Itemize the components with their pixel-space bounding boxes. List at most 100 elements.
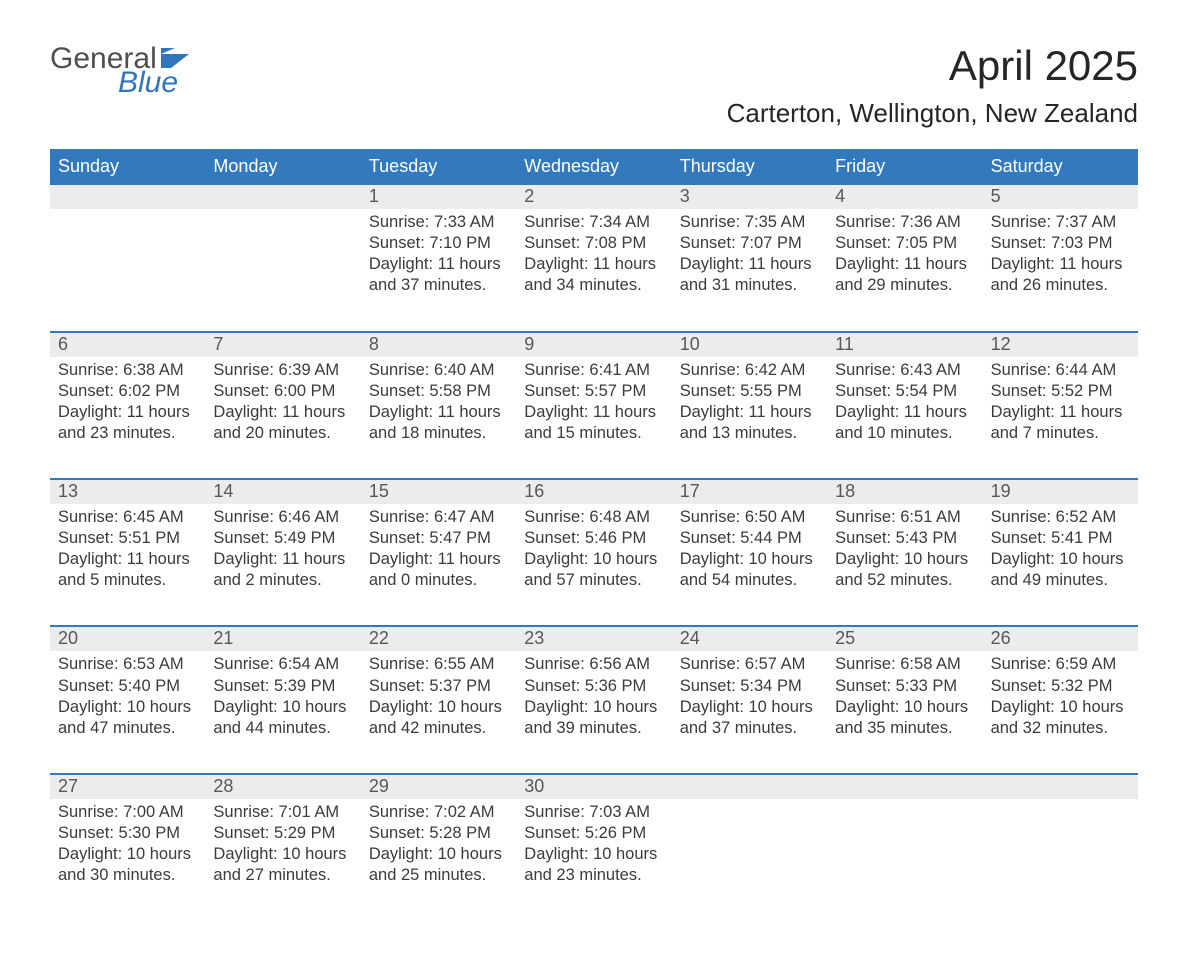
sunset-text: Sunset: 5:52 PM <box>991 381 1130 402</box>
day-number: 10 <box>672 333 827 357</box>
sunset-text: Sunset: 5:54 PM <box>835 381 974 402</box>
day-number: 26 <box>983 627 1138 651</box>
day-cell <box>205 209 360 330</box>
day-cell: Sunrise: 6:58 AMSunset: 5:33 PMDaylight:… <box>827 651 982 772</box>
day-number: 25 <box>827 627 982 651</box>
sunset-text: Sunset: 5:30 PM <box>58 823 197 844</box>
sunset-text: Sunset: 5:41 PM <box>991 528 1130 549</box>
day-cell: Sunrise: 6:50 AMSunset: 5:44 PMDaylight:… <box>672 504 827 625</box>
day-cell: Sunrise: 7:34 AMSunset: 7:08 PMDaylight:… <box>516 209 671 330</box>
location-text: Carterton, Wellington, New Zealand <box>727 98 1138 129</box>
sunrise-text: Sunrise: 6:42 AM <box>680 360 819 381</box>
daylight-text: Daylight: 10 hours and 39 minutes. <box>524 697 663 739</box>
day-cell: Sunrise: 6:51 AMSunset: 5:43 PMDaylight:… <box>827 504 982 625</box>
daylight-text: Daylight: 11 hours and 29 minutes. <box>835 254 974 296</box>
daylight-text: Daylight: 11 hours and 31 minutes. <box>680 254 819 296</box>
weekday-header-row: SundayMondayTuesdayWednesdayThursdayFrid… <box>50 149 1138 185</box>
week-row: 12345Sunrise: 7:33 AMSunset: 7:10 PMDayl… <box>50 185 1138 330</box>
header-bar: General Blue April 2025 Carterton, Welli… <box>50 44 1138 143</box>
sunrise-text: Sunrise: 6:52 AM <box>991 507 1130 528</box>
daylight-text: Daylight: 10 hours and 54 minutes. <box>680 549 819 591</box>
sunset-text: Sunset: 5:51 PM <box>58 528 197 549</box>
weekday-header: Sunday <box>50 149 205 185</box>
day-number: 18 <box>827 480 982 504</box>
day-number <box>50 185 205 209</box>
sunset-text: Sunset: 5:32 PM <box>991 676 1130 697</box>
daylight-text: Daylight: 10 hours and 27 minutes. <box>213 844 352 886</box>
weeks-container: 12345Sunrise: 7:33 AMSunset: 7:10 PMDayl… <box>50 185 1138 920</box>
sunset-text: Sunset: 5:49 PM <box>213 528 352 549</box>
day-number-row: 20212223242526 <box>50 627 1138 651</box>
calendar-page: General Blue April 2025 Carterton, Welli… <box>0 0 1188 980</box>
sunset-text: Sunset: 5:28 PM <box>369 823 508 844</box>
day-number <box>827 775 982 799</box>
sunrise-text: Sunrise: 6:51 AM <box>835 507 974 528</box>
day-cell <box>983 799 1138 920</box>
day-number: 20 <box>50 627 205 651</box>
day-cell: Sunrise: 6:55 AMSunset: 5:37 PMDaylight:… <box>361 651 516 772</box>
day-number <box>983 775 1138 799</box>
daylight-text: Daylight: 10 hours and 49 minutes. <box>991 549 1130 591</box>
sunrise-text: Sunrise: 7:00 AM <box>58 802 197 823</box>
day-number: 19 <box>983 480 1138 504</box>
daylight-text: Daylight: 11 hours and 18 minutes. <box>369 402 508 444</box>
day-number: 14 <box>205 480 360 504</box>
daylight-text: Daylight: 11 hours and 26 minutes. <box>991 254 1130 296</box>
day-number <box>672 775 827 799</box>
daylight-text: Daylight: 10 hours and 44 minutes. <box>213 697 352 739</box>
sunrise-text: Sunrise: 6:56 AM <box>524 654 663 675</box>
day-cell: Sunrise: 7:01 AMSunset: 5:29 PMDaylight:… <box>205 799 360 920</box>
day-number-row: 6789101112 <box>50 333 1138 357</box>
sunrise-text: Sunrise: 6:38 AM <box>58 360 197 381</box>
sunset-text: Sunset: 5:34 PM <box>680 676 819 697</box>
day-cell: Sunrise: 6:54 AMSunset: 5:39 PMDaylight:… <box>205 651 360 772</box>
sunset-text: Sunset: 5:26 PM <box>524 823 663 844</box>
day-cell: Sunrise: 6:42 AMSunset: 5:55 PMDaylight:… <box>672 357 827 478</box>
sunset-text: Sunset: 5:46 PM <box>524 528 663 549</box>
daylight-text: Daylight: 11 hours and 10 minutes. <box>835 402 974 444</box>
sunrise-text: Sunrise: 6:43 AM <box>835 360 974 381</box>
sunrise-text: Sunrise: 6:39 AM <box>213 360 352 381</box>
day-cell: Sunrise: 6:47 AMSunset: 5:47 PMDaylight:… <box>361 504 516 625</box>
day-number: 27 <box>50 775 205 799</box>
day-cell: Sunrise: 6:53 AMSunset: 5:40 PMDaylight:… <box>50 651 205 772</box>
daylight-text: Daylight: 10 hours and 30 minutes. <box>58 844 197 886</box>
day-cell: Sunrise: 6:39 AMSunset: 6:00 PMDaylight:… <box>205 357 360 478</box>
sunset-text: Sunset: 5:43 PM <box>835 528 974 549</box>
day-cell: Sunrise: 6:45 AMSunset: 5:51 PMDaylight:… <box>50 504 205 625</box>
sunrise-text: Sunrise: 7:01 AM <box>213 802 352 823</box>
sunrise-text: Sunrise: 6:41 AM <box>524 360 663 381</box>
day-number: 11 <box>827 333 982 357</box>
daylight-text: Daylight: 11 hours and 7 minutes. <box>991 402 1130 444</box>
sunset-text: Sunset: 7:03 PM <box>991 233 1130 254</box>
sunset-text: Sunset: 5:33 PM <box>835 676 974 697</box>
daylight-text: Daylight: 11 hours and 20 minutes. <box>213 402 352 444</box>
daylight-text: Daylight: 10 hours and 37 minutes. <box>680 697 819 739</box>
sunset-text: Sunset: 6:00 PM <box>213 381 352 402</box>
week-row: 27282930Sunrise: 7:00 AMSunset: 5:30 PMD… <box>50 773 1138 920</box>
day-cell: Sunrise: 7:35 AMSunset: 7:07 PMDaylight:… <box>672 209 827 330</box>
brand-logo: General Blue <box>50 44 195 98</box>
day-number: 9 <box>516 333 671 357</box>
day-number: 13 <box>50 480 205 504</box>
day-number: 16 <box>516 480 671 504</box>
sunrise-text: Sunrise: 6:50 AM <box>680 507 819 528</box>
day-cell: Sunrise: 7:33 AMSunset: 7:10 PMDaylight:… <box>361 209 516 330</box>
day-number-row: 13141516171819 <box>50 480 1138 504</box>
sunrise-text: Sunrise: 7:35 AM <box>680 212 819 233</box>
day-number: 30 <box>516 775 671 799</box>
day-cell: Sunrise: 6:38 AMSunset: 6:02 PMDaylight:… <box>50 357 205 478</box>
daylight-text: Daylight: 11 hours and 0 minutes. <box>369 549 508 591</box>
daylight-text: Daylight: 11 hours and 13 minutes. <box>680 402 819 444</box>
month-title: April 2025 <box>727 44 1138 88</box>
day-number: 15 <box>361 480 516 504</box>
sunset-text: Sunset: 5:57 PM <box>524 381 663 402</box>
calendar: SundayMondayTuesdayWednesdayThursdayFrid… <box>50 149 1138 920</box>
sunset-text: Sunset: 5:37 PM <box>369 676 508 697</box>
sunset-text: Sunset: 6:02 PM <box>58 381 197 402</box>
weekday-header: Thursday <box>672 149 827 185</box>
day-number: 17 <box>672 480 827 504</box>
day-cell: Sunrise: 7:37 AMSunset: 7:03 PMDaylight:… <box>983 209 1138 330</box>
sunset-text: Sunset: 5:55 PM <box>680 381 819 402</box>
sunrise-text: Sunrise: 6:46 AM <box>213 507 352 528</box>
